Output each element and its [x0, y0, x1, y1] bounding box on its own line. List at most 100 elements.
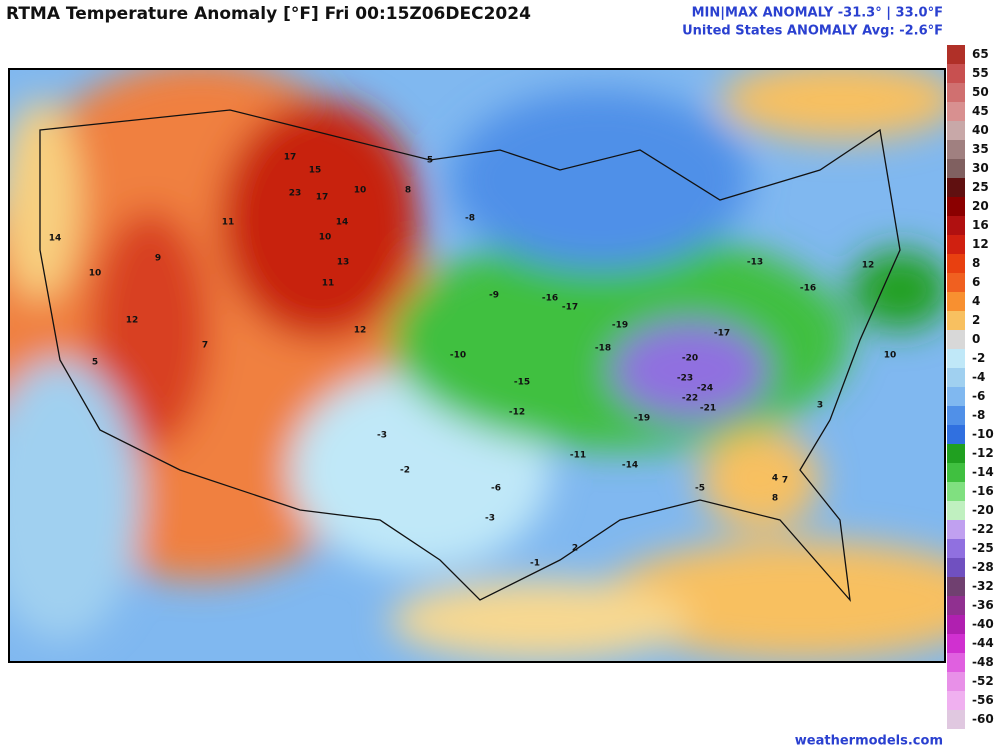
station-value: -17: [562, 303, 578, 313]
colorbar-label: 35: [972, 142, 989, 156]
colorbar-swatch: [947, 653, 965, 672]
station-value: -23: [677, 374, 693, 384]
station-value: 15: [309, 166, 322, 176]
colorbar-label: 4: [972, 294, 980, 308]
station-value: 5: [92, 358, 98, 368]
colorbar-label: -16: [972, 484, 994, 498]
colorbar-label: 16: [972, 218, 989, 232]
station-value: -15: [514, 378, 530, 388]
colorbar-label: 30: [972, 161, 989, 175]
colorbar-label: -32: [972, 579, 994, 593]
colorbar-swatch: [947, 387, 965, 406]
colorbar-swatch: [947, 558, 965, 577]
colorbar-label: -60: [972, 712, 994, 726]
colorbar-label: 65: [972, 47, 989, 61]
station-value: 23: [289, 189, 302, 199]
station-value: -11: [570, 451, 586, 461]
station-value: 17: [316, 193, 329, 203]
station-value: -1: [530, 559, 540, 569]
station-value: 13: [337, 258, 350, 268]
station-value: 11: [322, 279, 335, 289]
station-value: 10: [319, 233, 332, 243]
colorbar-swatch: [947, 178, 965, 197]
station-value: 2: [572, 544, 578, 554]
colorbar-label: -56: [972, 693, 994, 707]
colorbar-swatch: [947, 216, 965, 235]
colorbar-swatch: [947, 615, 965, 634]
colorbar-swatch: [947, 368, 965, 387]
colorbar-label: 8: [972, 256, 980, 270]
footer: weathermodels.com: [795, 734, 943, 749]
colorbar-swatch: [947, 102, 965, 121]
colorbar-label: -4: [972, 370, 985, 384]
station-value: -19: [612, 321, 628, 331]
colorbar-label: -22: [972, 522, 994, 536]
colorbar-swatch: [947, 425, 965, 444]
station-value: -2: [400, 466, 410, 476]
title: RTMA Temperature Anomaly [°F] Fri 00:15Z…: [6, 4, 531, 24]
station-value: 8: [772, 494, 778, 504]
colorbar-swatch: [947, 596, 965, 615]
station-value: 7: [782, 476, 788, 486]
colorbar-label: 45: [972, 104, 989, 118]
station-value: 14: [336, 218, 349, 228]
station-value: 4: [772, 474, 778, 484]
colorbar-label: -25: [972, 541, 994, 555]
colorbar-label: 0: [972, 332, 980, 346]
colorbar-swatch: [947, 235, 965, 254]
colorbar-swatch: [947, 292, 965, 311]
station-value: -19: [634, 414, 650, 424]
colorbar-swatch: [947, 406, 965, 425]
station-value: -22: [682, 394, 698, 404]
colorbar-label: 12: [972, 237, 989, 251]
station-value: 12: [126, 316, 139, 326]
colorbar-swatch: [947, 482, 965, 501]
colorbar-label: -36: [972, 598, 994, 612]
station-value: 12: [354, 326, 367, 336]
station-value: -16: [800, 284, 816, 294]
station-value: -17: [714, 329, 730, 339]
colorbar-swatch: [947, 197, 965, 216]
colorbar-swatch: [947, 140, 965, 159]
station-value: -3: [377, 431, 387, 441]
colorbar-label: -40: [972, 617, 994, 631]
stats: United States ANOMALY Avg: -2.6°F: [682, 24, 943, 39]
colorbar-swatch: [947, 121, 965, 140]
colorbar-swatch: [947, 273, 965, 292]
colorbar-label: -12: [972, 446, 994, 460]
station-value: -5: [695, 484, 705, 494]
colorbar-label: -48: [972, 655, 994, 669]
station-value: 5: [427, 156, 433, 166]
colorbar-swatch: [947, 634, 965, 653]
colorbar-swatch: [947, 577, 965, 596]
station-value: 11: [222, 218, 235, 228]
station-value: -24: [697, 384, 713, 394]
colorbar-label: -8: [972, 408, 985, 422]
colorbar-label: -2: [972, 351, 985, 365]
colorbar-swatch: [947, 45, 965, 64]
station-value: -16: [542, 294, 558, 304]
colorbar-swatch: [947, 710, 965, 729]
station-value: -6: [491, 484, 501, 494]
colorbar-label: 55: [972, 66, 989, 80]
colorbar-label: 6: [972, 275, 980, 289]
colorbar-swatch: [947, 691, 965, 710]
colorbar-swatch: [947, 254, 965, 273]
colorbar-swatch: [947, 463, 965, 482]
stats: MIN|MAX ANOMALY -31.3° | 33.0°F: [692, 6, 943, 21]
station-value: -18: [595, 344, 611, 354]
station-value: 10: [354, 186, 367, 196]
station-value: -21: [700, 404, 716, 414]
station-value: -3: [485, 514, 495, 524]
station-value: 14: [49, 234, 62, 244]
colorbar-label: 25: [972, 180, 989, 194]
map: [9, 69, 945, 662]
colorbar-label: -14: [972, 465, 994, 479]
colorbar-swatch: [947, 520, 965, 539]
station-value: 8: [405, 186, 411, 196]
colorbar-label: 20: [972, 199, 989, 213]
colorbar-label: 2: [972, 313, 980, 327]
station-value: 10: [89, 269, 102, 279]
station-value: -13: [747, 258, 763, 268]
